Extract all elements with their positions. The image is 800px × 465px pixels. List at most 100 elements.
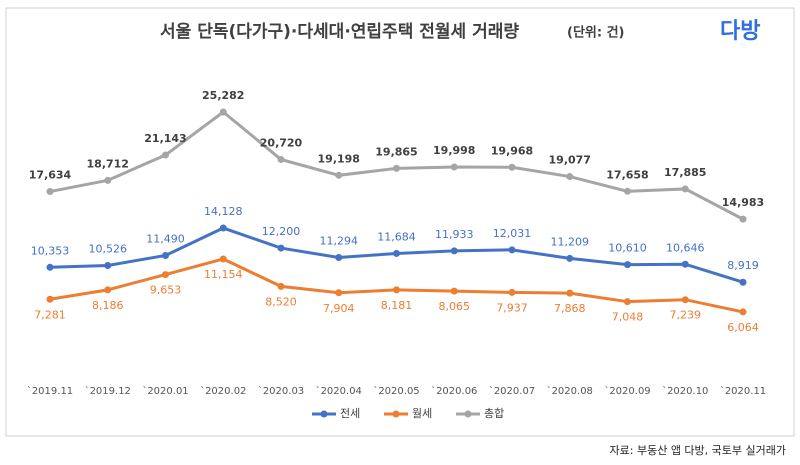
chart-title: 서울 단독(다가구)·다세대·연립주택 전월세 거래량 [160, 22, 519, 42]
point [277, 244, 285, 252]
data-label: 17,885 [664, 166, 706, 179]
point [46, 295, 54, 303]
point [104, 262, 112, 270]
data-label: 8,520 [265, 295, 297, 308]
data-label: 20,720 [260, 136, 303, 149]
x-tick-label: `2020.06 [431, 385, 477, 397]
data-label: 17,634 [29, 169, 72, 182]
data-label: 7,239 [670, 309, 702, 322]
chart-subtitle: (단위: 건) [567, 25, 625, 41]
point [162, 151, 169, 159]
data-label: 19,968 [491, 144, 533, 157]
point [739, 308, 747, 316]
point [566, 289, 574, 297]
point [393, 164, 400, 172]
legend-marker [464, 410, 472, 418]
x-tick-label: `2019.11 [27, 385, 73, 397]
data-label: 10,646 [666, 241, 705, 254]
data-label: 11,933 [435, 228, 474, 241]
point [46, 188, 54, 196]
point [104, 286, 112, 294]
point [335, 171, 343, 179]
point [566, 173, 574, 181]
data-label: 19,077 [549, 154, 591, 167]
data-label: 11,154 [204, 268, 243, 281]
data-label: 12,200 [262, 225, 301, 238]
data-label: 18,712 [87, 157, 129, 170]
x-tick-label: `2020.10 [662, 385, 708, 397]
data-label: 21,143 [144, 132, 186, 145]
x-tick-label: `2020.08 [547, 385, 593, 397]
point [508, 246, 516, 254]
point [681, 296, 689, 304]
x-tick-label: `2020.03 [258, 385, 304, 397]
point [739, 215, 747, 223]
data-label: 7,048 [612, 311, 644, 324]
x-tick-label: `2020.09 [604, 385, 650, 397]
point [219, 108, 227, 116]
legend-marker [392, 410, 400, 418]
point [393, 249, 400, 257]
data-label: 12,031 [493, 227, 532, 240]
point [393, 286, 400, 294]
point [681, 260, 689, 268]
data-label: 8,919 [727, 259, 759, 272]
point [335, 289, 343, 297]
point [624, 187, 631, 195]
x-tick-label: `2020.02 [200, 385, 246, 397]
data-label: 19,998 [433, 144, 475, 157]
data-label: 7,937 [496, 301, 528, 314]
data-label: 7,281 [34, 308, 66, 321]
x-tick-label: `2019.12 [85, 385, 131, 397]
data-label: 8,186 [92, 299, 124, 312]
point [162, 271, 169, 279]
data-label: 11,684 [377, 230, 416, 243]
data-label: 25,282 [202, 89, 244, 102]
point [508, 288, 516, 296]
point [681, 185, 689, 193]
x-tick-label: `2020.01 [142, 385, 188, 397]
point [450, 163, 458, 171]
data-label: 7,904 [323, 302, 355, 315]
point [46, 263, 54, 271]
data-label: 11,209 [551, 235, 590, 248]
x-tick-label: `2020.05 [373, 385, 419, 397]
data-label: 19,198 [318, 152, 360, 165]
x-tick-label: `2020.07 [489, 385, 535, 397]
point [566, 254, 574, 262]
legend-label: 총합 [484, 407, 504, 420]
data-label: 10,610 [608, 242, 647, 255]
point [508, 163, 516, 171]
point [624, 261, 631, 269]
data-label: 17,658 [606, 168, 648, 181]
logo: 다방 [720, 19, 760, 44]
point [277, 282, 285, 290]
data-label: 14,128 [204, 205, 243, 218]
point [450, 247, 458, 255]
point [450, 287, 458, 295]
legend-label: 월세 [412, 407, 432, 420]
data-label: 11,490 [146, 232, 185, 245]
point [104, 176, 112, 184]
data-label: 10,526 [89, 243, 128, 256]
x-tick-label: `2020.11 [720, 385, 766, 397]
data-label: 11,294 [320, 235, 359, 248]
point [624, 298, 631, 306]
data-label: 8,181 [381, 299, 413, 312]
point [162, 251, 169, 259]
legend-label: 전세 [340, 407, 360, 420]
x-tick-label: `2020.04 [316, 385, 362, 397]
data-label: 10,353 [31, 244, 70, 257]
data-label: 9,653 [150, 284, 182, 297]
point [335, 254, 343, 262]
point [219, 224, 227, 232]
data-label: 14,983 [722, 196, 764, 209]
data-label: 19,865 [375, 145, 417, 158]
legend-marker [320, 410, 328, 418]
data-label: 7,868 [554, 302, 586, 315]
data-label: 6,064 [727, 321, 759, 334]
point [739, 278, 747, 286]
source: 자료: 부동산 앱 다방, 국토부 실거래가 [610, 444, 786, 457]
data-label: 8,065 [439, 300, 471, 313]
